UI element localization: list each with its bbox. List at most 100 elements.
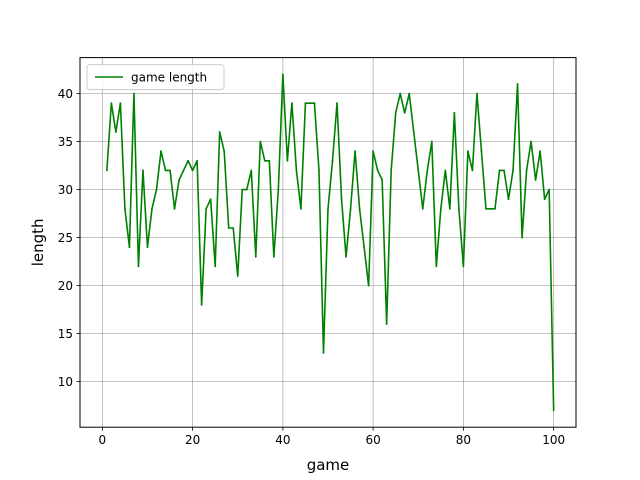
data-point	[417, 169, 420, 172]
data-point	[403, 111, 406, 114]
data-point	[322, 351, 325, 354]
data-point	[390, 169, 393, 172]
data-point	[110, 102, 113, 105]
data-point	[277, 188, 280, 191]
y-tick-label: 35	[58, 135, 73, 149]
legend-box	[86, 64, 225, 91]
x-tick-label: 0	[99, 433, 107, 447]
data-point	[173, 207, 176, 210]
data-point	[457, 207, 460, 210]
data-point	[448, 207, 451, 210]
data-point	[290, 102, 293, 105]
y-tick-label: 30	[58, 183, 73, 197]
data-point	[191, 169, 194, 172]
data-point	[137, 265, 140, 268]
series-layer	[105, 73, 555, 412]
data-point	[146, 246, 149, 249]
data-point	[498, 169, 501, 172]
data-point	[286, 159, 289, 162]
data-point	[236, 275, 239, 277]
data-point	[548, 188, 551, 191]
data-point	[476, 92, 478, 95]
data-point	[313, 102, 316, 105]
data-point	[119, 102, 122, 105]
y-axis-label: length	[29, 218, 47, 266]
data-point	[331, 159, 334, 162]
y-tick-label: 25	[58, 231, 73, 245]
data-point	[489, 207, 492, 210]
data-point	[151, 207, 153, 210]
data-point	[160, 150, 162, 153]
legend-label: game length	[131, 71, 207, 85]
data-point	[182, 169, 185, 172]
plot-frame	[79, 57, 577, 428]
y-tick-label: 10	[58, 375, 73, 389]
data-point	[412, 131, 415, 133]
data-point	[349, 207, 352, 210]
grid-lines	[80, 57, 576, 428]
data-point	[485, 207, 487, 210]
data-point	[421, 207, 424, 210]
data-point	[467, 150, 469, 153]
x-tick-label: 40	[275, 433, 290, 447]
y-tick-label: 40	[58, 87, 73, 101]
data-point	[232, 227, 235, 229]
data-point	[363, 246, 366, 249]
x-tick-label: 80	[456, 433, 471, 447]
legend: game length	[86, 64, 225, 91]
x-tick-label: 60	[365, 433, 380, 447]
data-point	[196, 159, 199, 162]
data-point	[521, 236, 523, 239]
data-point	[133, 92, 135, 95]
data-point	[200, 303, 203, 306]
data-point	[507, 198, 510, 201]
data-point	[178, 179, 180, 181]
data-point	[471, 169, 474, 172]
series-line-0	[106, 73, 555, 411]
data-point	[327, 207, 329, 210]
data-point	[209, 198, 212, 201]
data-point	[281, 73, 284, 76]
data-point	[245, 188, 248, 191]
data-point	[439, 207, 442, 210]
data-point	[254, 255, 257, 258]
data-point	[227, 227, 230, 229]
x-tick-label: 100	[542, 433, 565, 447]
data-point	[426, 169, 429, 172]
data-point	[503, 169, 505, 172]
y-axis: 10 15 20 25 30 35 40	[58, 87, 80, 389]
data-point	[358, 207, 361, 210]
x-axis-label: game	[307, 456, 350, 474]
data-point	[462, 265, 465, 268]
data-point	[155, 188, 158, 191]
data-point	[543, 198, 546, 201]
data-point	[164, 169, 167, 172]
y-tick-label: 20	[58, 279, 73, 293]
data-point	[516, 83, 519, 85]
data-point	[259, 140, 262, 143]
data-point	[376, 169, 379, 172]
data-point	[372, 150, 375, 153]
data-point	[453, 111, 456, 114]
data-point	[187, 159, 189, 162]
data-point	[114, 131, 117, 133]
data-point	[250, 169, 253, 172]
data-point	[309, 102, 311, 105]
data-point	[304, 102, 307, 105]
data-point	[534, 179, 537, 181]
data-point	[295, 169, 298, 172]
data-point	[385, 323, 388, 325]
data-point	[435, 265, 438, 268]
data-point	[105, 169, 108, 172]
data-point	[480, 150, 483, 153]
data-point	[345, 255, 347, 258]
data-point	[367, 284, 370, 287]
x-axis: 0 20 40 60 80 100	[99, 427, 565, 447]
data-point	[128, 246, 131, 249]
data-point	[512, 169, 514, 172]
data-point	[218, 131, 221, 133]
y-tick-label: 15	[58, 327, 73, 341]
data-point	[539, 150, 542, 153]
data-point	[263, 159, 266, 162]
